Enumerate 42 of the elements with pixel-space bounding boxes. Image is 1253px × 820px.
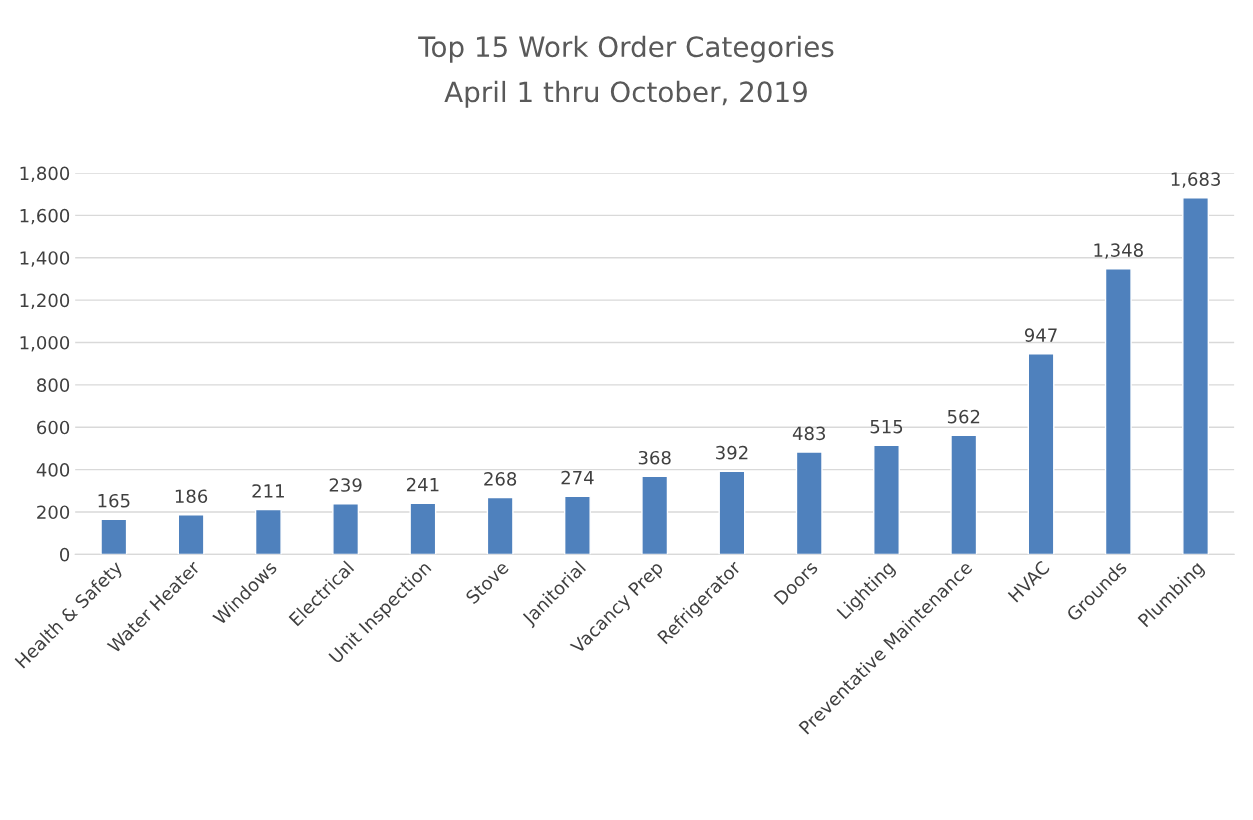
data-label: 165 — [98, 493, 130, 508]
data-label: 562 — [947, 409, 980, 424]
data-label: 186 — [175, 489, 208, 504]
bar — [332, 502, 360, 555]
data-label: 239 — [329, 478, 362, 492]
y-tick-label: 600 — [37, 420, 70, 435]
bar — [950, 434, 978, 555]
y-tick-label: 800 — [37, 378, 70, 392]
data-label: 1,348 — [1094, 243, 1143, 259]
data-label: 211 — [252, 484, 284, 498]
bar — [718, 470, 746, 555]
bar — [641, 475, 669, 555]
data-label: 274 — [561, 470, 594, 485]
y-tick-label: 400 — [36, 463, 70, 477]
y-tick-label: 1,400 — [20, 251, 70, 267]
bar — [100, 518, 128, 555]
data-label: 483 — [792, 426, 826, 441]
bar — [1027, 353, 1055, 555]
data-label: 268 — [484, 472, 517, 486]
bar — [563, 495, 591, 555]
y-tick-label: 0 — [60, 547, 70, 562]
bar — [486, 496, 514, 555]
data-label: 1,683 — [1171, 172, 1220, 188]
data-label: 947 — [1024, 328, 1057, 342]
y-tick-label: 1,800 — [20, 166, 70, 182]
data-label: 392 — [716, 445, 748, 460]
y-tick-label: 1,200 — [20, 293, 70, 310]
data-label: 241 — [406, 477, 439, 492]
bar — [254, 508, 282, 555]
bar — [1104, 268, 1132, 555]
chart-title: Top 15 Work Order Categories — [418, 35, 834, 63]
bar — [409, 502, 437, 555]
chart-subtitle: April 1 thru October, 2019 — [444, 80, 807, 108]
y-tick-label: 1,600 — [20, 208, 70, 225]
y-tick-label: 1,000 — [20, 335, 70, 352]
bar — [795, 451, 823, 555]
bar — [177, 514, 205, 555]
bar — [1182, 197, 1210, 555]
data-label: 515 — [870, 419, 903, 434]
data-label: 368 — [638, 450, 671, 465]
y-tick-label: 200 — [37, 505, 70, 520]
bar — [873, 444, 900, 555]
